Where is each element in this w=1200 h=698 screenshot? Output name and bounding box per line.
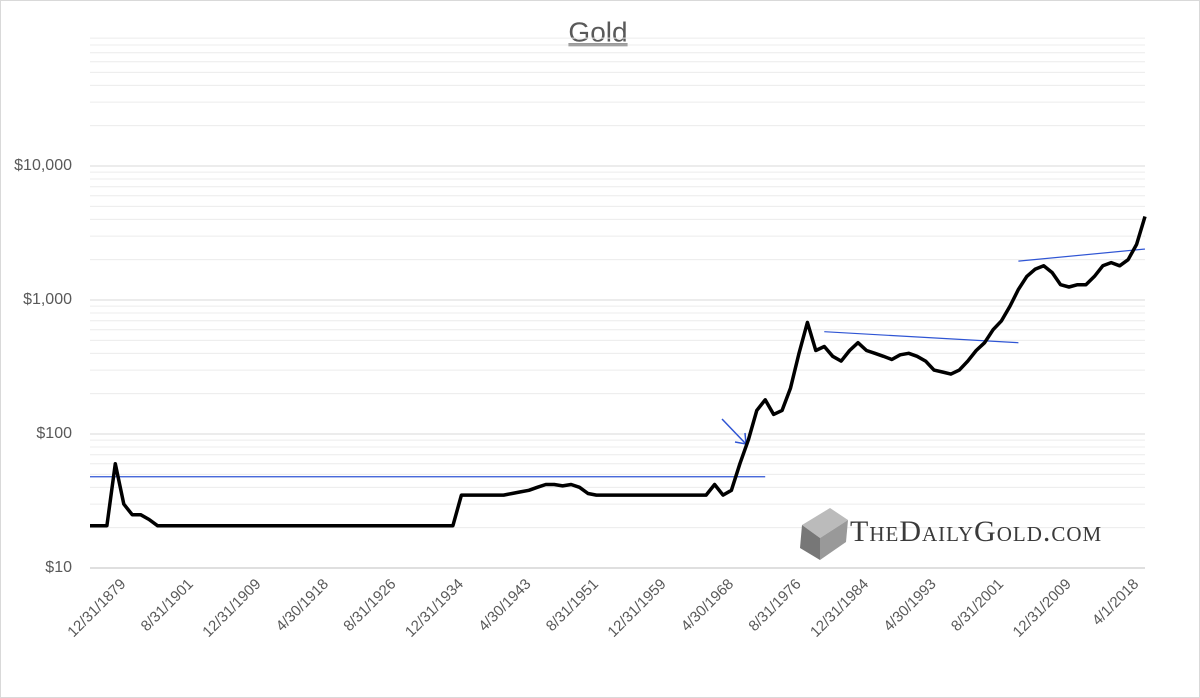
trendline [1018, 248, 1146, 262]
grid [90, 37, 1145, 569]
chart-title: Gold [568, 16, 627, 47]
logo-bar-front [820, 520, 848, 560]
price-line [90, 215, 1147, 528]
logo-bar-side [800, 525, 820, 560]
y-tick-label: $10,000 [14, 157, 72, 174]
logo: TheDailyGold.com [800, 508, 1102, 560]
y-tick-label: $10 [45, 559, 72, 576]
y-tick-label: $1,000 [23, 291, 72, 308]
logo-bar-top [802, 508, 848, 538]
y-tick-label: $100 [36, 425, 72, 442]
watermark: TheDailyGold.com [850, 515, 1102, 548]
arrow-shaft [721, 418, 746, 444]
